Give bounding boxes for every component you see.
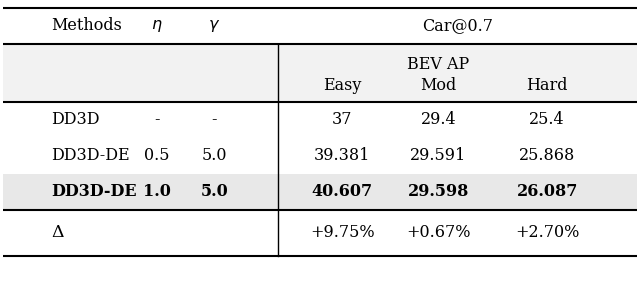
Text: 0.5: 0.5 <box>144 147 170 164</box>
Text: $\eta$: $\eta$ <box>151 18 163 34</box>
Text: Easy: Easy <box>323 77 362 94</box>
Text: 40.607: 40.607 <box>312 184 373 201</box>
Text: 37: 37 <box>332 112 353 129</box>
Text: Hard: Hard <box>527 77 568 94</box>
Text: Mod: Mod <box>420 77 456 94</box>
Text: +9.75%: +9.75% <box>310 225 374 242</box>
Text: 39.381: 39.381 <box>314 147 371 164</box>
Text: 29.4: 29.4 <box>420 112 456 129</box>
Text: +0.67%: +0.67% <box>406 225 470 242</box>
Text: Methods: Methods <box>51 18 122 34</box>
Text: 29.591: 29.591 <box>410 147 467 164</box>
Text: DD3D-DE: DD3D-DE <box>51 147 130 164</box>
Bar <box>3 174 637 210</box>
Text: +2.70%: +2.70% <box>515 225 579 242</box>
Bar <box>3 44 637 102</box>
Text: 25.4: 25.4 <box>529 112 565 129</box>
Text: 26.087: 26.087 <box>516 184 578 201</box>
Text: 5.0: 5.0 <box>202 147 227 164</box>
Text: 29.598: 29.598 <box>408 184 469 201</box>
Text: 5.0: 5.0 <box>200 184 228 201</box>
Text: -: - <box>154 112 159 129</box>
Text: 1.0: 1.0 <box>143 184 171 201</box>
Text: DD3D-DE: DD3D-DE <box>51 184 137 201</box>
Text: DD3D: DD3D <box>51 112 100 129</box>
Text: -: - <box>212 112 217 129</box>
Text: $\gamma$: $\gamma$ <box>208 18 221 34</box>
Text: Δ: Δ <box>51 225 64 242</box>
Text: 25.868: 25.868 <box>519 147 575 164</box>
Text: Car@0.7: Car@0.7 <box>422 18 493 34</box>
Text: BEV AP: BEV AP <box>407 56 470 73</box>
